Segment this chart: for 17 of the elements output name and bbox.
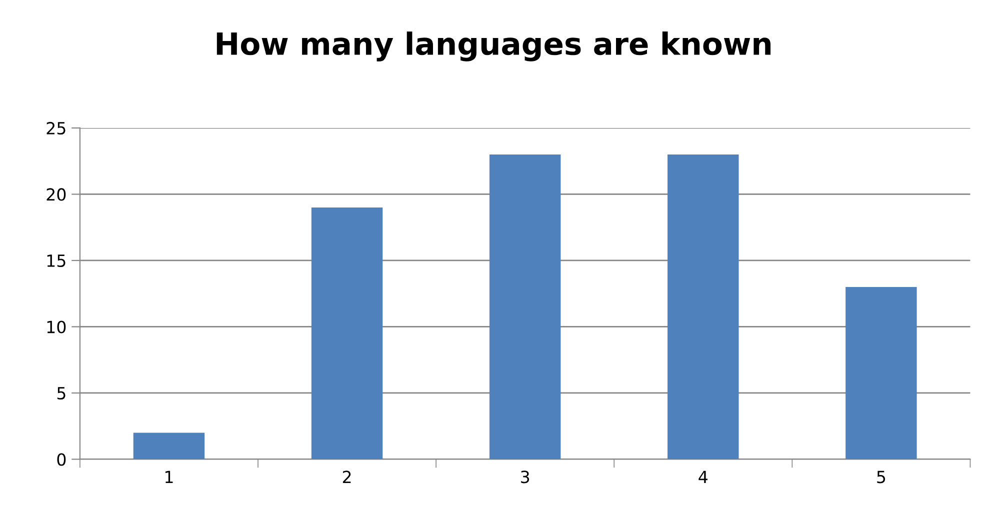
x-tick-label: 4 bbox=[698, 470, 708, 484]
y-tick-label: 20 bbox=[46, 188, 66, 201]
bar bbox=[846, 286, 917, 460]
bar bbox=[668, 154, 739, 460]
x-tick-label: 5 bbox=[877, 470, 886, 484]
y-tick-label: 0 bbox=[57, 453, 66, 466]
y-tick-label: 10 bbox=[47, 320, 66, 334]
bar bbox=[489, 154, 561, 460]
x-tick-label: 3 bbox=[521, 470, 530, 484]
bar bbox=[311, 207, 383, 460]
y-tick-label: 25 bbox=[46, 122, 66, 135]
chart-title: How many languages are known bbox=[216, 32, 771, 62]
y-tick-label: 15 bbox=[47, 254, 66, 268]
x-tick-label: 1 bbox=[166, 470, 173, 484]
x-tick-label: 2 bbox=[342, 470, 351, 484]
y-tick-label: 5 bbox=[57, 387, 66, 400]
bar bbox=[133, 432, 205, 460]
